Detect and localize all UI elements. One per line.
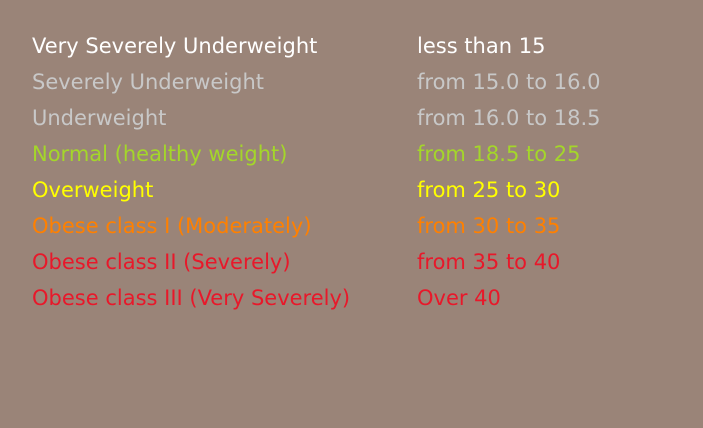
- bmi-range-value: from 18.5 to 25: [417, 142, 581, 166]
- bmi-row-severely-underweight: Severely Underweight from 15.0 to 16.0: [32, 64, 692, 100]
- bmi-category-label: Very Severely Underweight: [32, 34, 318, 58]
- bmi-range-value: from 35 to 40: [417, 250, 561, 274]
- bmi-row-normal: Normal (healthy weight) from 18.5 to 25: [32, 136, 692, 172]
- bmi-range-value: from 25 to 30: [417, 178, 561, 202]
- bmi-category-label: Overweight: [32, 178, 154, 202]
- bmi-row-obese-class-2: Obese class II (Severely) from 35 to 40: [32, 244, 692, 280]
- bmi-row-overweight: Overweight from 25 to 30: [32, 172, 692, 208]
- bmi-category-label: Underweight: [32, 106, 167, 130]
- bmi-category-table: Very Severely Underweight less than 15 S…: [32, 28, 692, 316]
- bmi-category-label: Obese class I (Moderately): [32, 214, 312, 238]
- bmi-range-value: less than 15: [417, 34, 546, 58]
- bmi-range-value: from 30 to 35: [417, 214, 561, 238]
- bmi-row-underweight: Underweight from 16.0 to 18.5: [32, 100, 692, 136]
- bmi-range-value: Over 40: [417, 286, 501, 310]
- bmi-range-value: from 16.0 to 18.5: [417, 106, 601, 130]
- bmi-row-very-severely-underweight: Very Severely Underweight less than 15: [32, 28, 692, 64]
- bmi-range-value: from 15.0 to 16.0: [417, 70, 601, 94]
- bmi-category-label: Obese class III (Very Severely): [32, 286, 351, 310]
- bmi-category-label: Obese class II (Severely): [32, 250, 291, 274]
- bmi-row-obese-class-1: Obese class I (Moderately) from 30 to 35: [32, 208, 692, 244]
- bmi-category-label: Normal (healthy weight): [32, 142, 288, 166]
- bmi-row-obese-class-3: Obese class III (Very Severely) Over 40: [32, 280, 692, 316]
- bmi-category-label: Severely Underweight: [32, 70, 264, 94]
